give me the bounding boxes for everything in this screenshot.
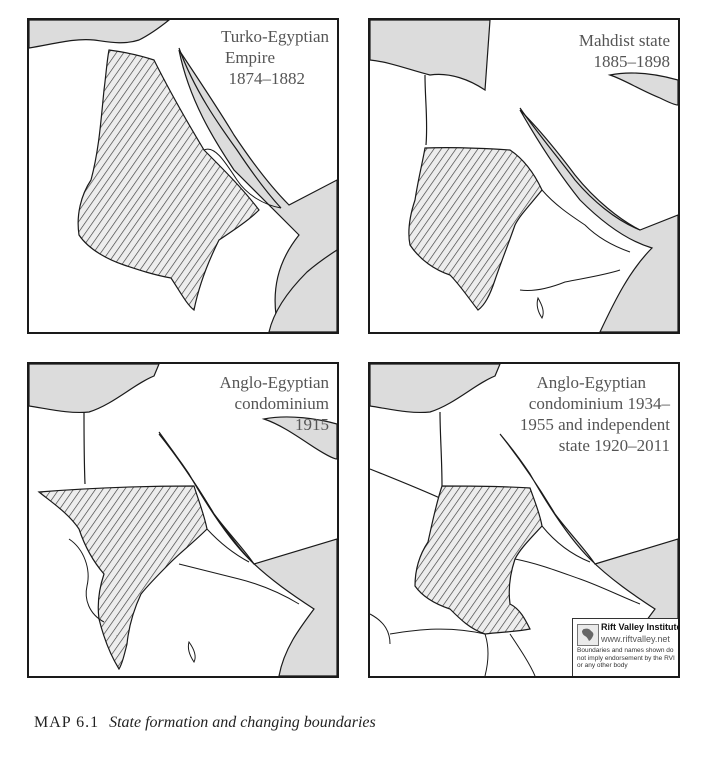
mediterranean-coast bbox=[370, 20, 491, 92]
rvi-name: Rift Valley Institute bbox=[601, 622, 680, 632]
map-panel-mahdist: Mahdist state 1885–1898 bbox=[368, 18, 680, 334]
panel-title: Turko-Egyptian Empire 1874–1882 bbox=[221, 26, 329, 89]
arabia-land bbox=[519, 109, 678, 332]
rvi-attribution-box: Rift Valley Institute www.riftvalley.net… bbox=[572, 618, 680, 676]
africa-outline-icon bbox=[577, 624, 599, 646]
title-line: Empire bbox=[224, 48, 275, 67]
mediterranean-coast bbox=[370, 364, 501, 414]
caption-text: State formation and changing boundaries bbox=[109, 714, 376, 731]
arabia-land bbox=[178, 49, 337, 332]
title-line: Mahdist state bbox=[578, 31, 670, 50]
title-line: 1885–1898 bbox=[593, 52, 671, 71]
map-anglo-egyptian-1915 bbox=[29, 364, 337, 676]
map-mahdist bbox=[370, 20, 678, 332]
mediterranean-coast bbox=[29, 364, 160, 414]
sinai-land bbox=[261, 416, 337, 460]
lake bbox=[536, 296, 544, 319]
map-panel-anglo-egyptian-1915: Anglo-Egyptian condominium 1915 bbox=[27, 362, 339, 678]
rvi-disclaimer: Boundaries and names shown do not imply … bbox=[577, 647, 675, 669]
title-line: Turko-Egyptian bbox=[221, 27, 329, 46]
title-line: 1915 bbox=[295, 415, 329, 434]
map-anglo-egyptian-independent bbox=[370, 364, 678, 676]
empire-territory bbox=[77, 49, 260, 312]
panel-title: Anglo-Egyptian condominium 1934– 1955 an… bbox=[520, 372, 670, 456]
mediterranean-coast bbox=[29, 20, 170, 49]
caption-label: MAP 6.1 bbox=[34, 714, 100, 731]
title-line: 1874–1882 bbox=[228, 69, 306, 88]
sudan-territory bbox=[414, 485, 543, 635]
mahdist-territory bbox=[408, 147, 543, 311]
title-line: Anglo-Egyptian bbox=[536, 373, 646, 392]
title-line: condominium bbox=[234, 394, 329, 413]
map-panel-turko-egyptian: Turko-Egyptian Empire 1874–1882 bbox=[27, 18, 339, 334]
title-line: Anglo-Egyptian bbox=[219, 373, 329, 392]
condominium-territory bbox=[37, 485, 208, 671]
map-panel-anglo-egyptian-independent: Anglo-Egyptian condominium 1934– 1955 an… bbox=[368, 362, 680, 678]
rvi-url[interactable]: www.riftvalley.net bbox=[601, 634, 670, 644]
panel-title: Anglo-Egyptian condominium 1915 bbox=[219, 372, 329, 435]
title-line: 1955 and independent bbox=[519, 415, 670, 434]
title-line: state 1920–2011 bbox=[558, 436, 670, 455]
gulf-land bbox=[607, 72, 678, 106]
somali-land bbox=[268, 249, 337, 332]
figure-caption: MAP 6.1 State formation and changing bou… bbox=[34, 714, 376, 732]
map-turko-egyptian bbox=[29, 20, 337, 332]
lake bbox=[187, 640, 196, 663]
title-line: condominium 1934– bbox=[528, 394, 670, 413]
panel-title: Mahdist state 1885–1898 bbox=[579, 30, 670, 72]
